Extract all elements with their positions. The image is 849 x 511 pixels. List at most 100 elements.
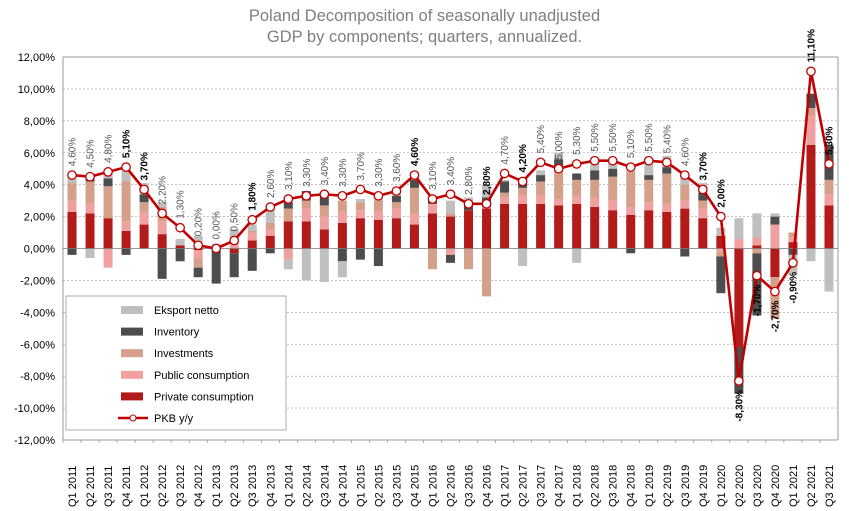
- bar-inventory: [500, 181, 510, 193]
- x-tick-label: Q4 2012: [193, 465, 205, 507]
- bar-private-consumption: [301, 221, 311, 249]
- pkb-data-label: -2,70%: [770, 300, 781, 332]
- bar-eksport-netto: [644, 162, 654, 176]
- bar-inventory: [283, 202, 293, 209]
- pkb-point: [553, 163, 564, 174]
- bar-inventory: [680, 248, 690, 257]
- bar-investments: [680, 184, 690, 201]
- bar-private-consumption: [662, 211, 672, 249]
- x-tick-label: Q1 2012: [139, 465, 151, 507]
- pkb-data-label: 5,50%: [608, 123, 619, 151]
- bar-inventory: [716, 256, 726, 294]
- pkb-data-label: 1,30%: [176, 190, 187, 218]
- pkb-data-label: 3,70%: [140, 152, 151, 180]
- bar-eksport-netto: [301, 248, 311, 281]
- x-tick-label: Q2 2014: [301, 465, 313, 507]
- pkb-data-label: 3,60%: [392, 154, 403, 182]
- bar-investments: [427, 248, 437, 270]
- pkb-data-label: 4,70%: [500, 136, 511, 164]
- legend-swatch: [121, 349, 143, 358]
- bar-private-consumption: [482, 208, 492, 249]
- bar-private-consumption: [427, 213, 437, 249]
- pkb-point: [752, 270, 762, 281]
- bar-eksport-netto: [716, 227, 726, 236]
- bar-private-consumption: [319, 229, 329, 249]
- bar-inventory: [193, 267, 203, 278]
- pkb-data-label: 3,40%: [446, 157, 457, 185]
- pkb-data-label: 0,00%: [212, 211, 223, 239]
- pkb-point: [499, 168, 510, 179]
- bar-eksport-netto: [734, 218, 744, 239]
- bar-eksport-netto: [283, 259, 293, 270]
- bar-inventory: [121, 248, 131, 255]
- pkb-data-label: 5,00%: [554, 131, 565, 159]
- bar-private-consumption: [247, 240, 257, 249]
- bar-eksport-netto: [319, 248, 329, 283]
- bar-investments: [464, 248, 474, 270]
- pkb-point: [265, 202, 276, 212]
- x-tick-label: Q4 2020: [770, 465, 782, 507]
- pkb-point: [463, 198, 474, 209]
- pkb-point: [175, 222, 186, 233]
- pkb-point: [625, 162, 636, 172]
- pkb-data-label: 11,10%: [806, 29, 817, 62]
- x-tick-label: Q3 2019: [680, 465, 692, 507]
- bar-public-consumption: [662, 203, 672, 212]
- pkb-point: [337, 190, 348, 201]
- pkb-point: [661, 157, 672, 168]
- bar-private-consumption: [409, 224, 419, 249]
- bar-eksport-netto: [175, 238, 185, 246]
- bar-private-consumption: [806, 144, 816, 249]
- bar-eksport-netto: [157, 202, 167, 208]
- pkb-data-label: 0,50%: [230, 203, 241, 231]
- x-tick-label: Q2 2016: [446, 465, 458, 507]
- bar-inventory: [103, 178, 113, 187]
- bar-investments: [500, 192, 510, 198]
- pkb-data-label: 0,20%: [194, 208, 205, 236]
- bar-inventory: [175, 248, 185, 262]
- x-tick-label: Q3 2021: [824, 465, 836, 507]
- bar-inventory: [67, 248, 77, 255]
- pkb-point: [481, 198, 492, 209]
- bar-investments: [265, 222, 275, 230]
- pkb-data-label: 2,60%: [266, 170, 277, 198]
- bar-public-consumption: [121, 221, 131, 231]
- pkb-point: [283, 194, 294, 204]
- pkb-point: [67, 170, 77, 180]
- bar-inventory: [536, 175, 546, 182]
- bar-public-consumption: [554, 199, 564, 206]
- x-tick-label: Q1 2018: [572, 465, 584, 507]
- bar-public-consumption: [536, 195, 546, 204]
- bar-eksport-netto: [247, 224, 257, 231]
- x-tick-label: Q1 2014: [283, 465, 295, 507]
- pkb-point: [391, 186, 402, 196]
- pkb-point: [301, 190, 312, 201]
- pkb-point: [247, 214, 258, 225]
- x-tick-label: Q2 2011: [85, 466, 97, 507]
- bar-inventory: [572, 173, 582, 180]
- bar-private-consumption: [716, 235, 726, 249]
- bar-inventory: [590, 170, 600, 180]
- bar-public-consumption: [139, 211, 149, 225]
- legend-label: Private consumption: [154, 391, 254, 403]
- legend-swatch: [121, 392, 143, 401]
- bar-private-consumption: [608, 210, 618, 249]
- x-tick-label: Q4 2015: [409, 465, 421, 507]
- pkb-data-label: 5,40%: [536, 125, 547, 153]
- x-tick-label: Q2 2012: [157, 465, 169, 507]
- legend-label: Investments: [154, 348, 214, 360]
- bar-private-consumption: [391, 218, 401, 249]
- pkb-data-label: 3,40%: [320, 157, 331, 185]
- x-tick-label: Q2 2021: [806, 465, 818, 507]
- bar-inventory: [752, 253, 762, 316]
- pkb-data-label: 3,30%: [338, 158, 349, 186]
- bar-investments: [536, 181, 546, 196]
- bar-eksport-netto: [265, 210, 275, 223]
- bar-private-consumption: [464, 210, 474, 249]
- bar-investments: [67, 183, 77, 201]
- chart-title: Poland Decomposition of seasonally unadj…: [0, 6, 849, 48]
- bar-private-consumption: [788, 242, 798, 249]
- x-tick-label: Q2 2020: [734, 465, 746, 507]
- x-tick-label: Q4 2017: [554, 465, 566, 507]
